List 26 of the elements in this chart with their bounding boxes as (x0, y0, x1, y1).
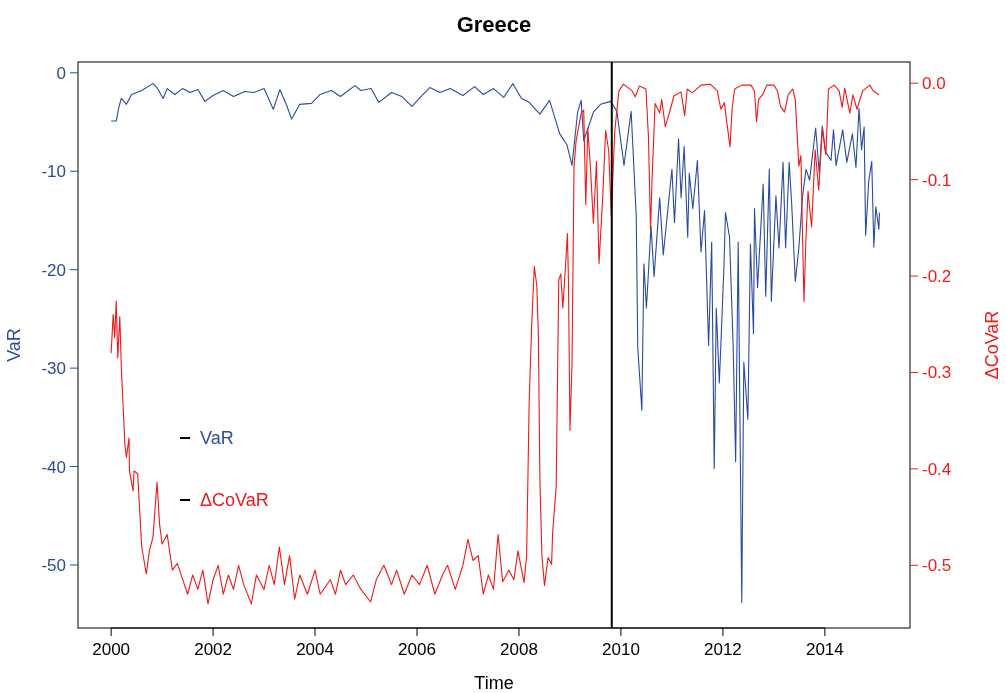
x-axis-title: Time (474, 673, 514, 693)
y-tick-label: -40 (41, 457, 66, 477)
x-tick-label: 2004 (296, 640, 334, 659)
x-tick-label: 2006 (398, 640, 436, 659)
chart-title: Greece (456, 12, 532, 37)
y2-tick-label: -0.2 (922, 267, 952, 287)
y-axis-title: VaR (4, 328, 24, 362)
y2-tick-label: -0.5 (922, 556, 952, 576)
y2-tick-label: 0.0 (922, 74, 946, 94)
y2-tick-label: -0.4 (922, 459, 952, 479)
x-tick-label: 2012 (703, 640, 742, 659)
x-tick-label: 2014 (805, 640, 844, 659)
y2-axis-title: ΔCoVaR (982, 310, 1002, 380)
y-tick-label: -50 (41, 555, 66, 575)
x-tick-label: 2010 (602, 640, 640, 659)
x-tick-label: 2008 (500, 640, 538, 659)
y-tick-label: -10 (41, 162, 66, 182)
y-tick-label: -20 (41, 260, 66, 280)
y2-tick-label: -0.1 (922, 170, 952, 190)
y2-tick-label: -0.3 (922, 363, 952, 383)
text: VaR (200, 428, 234, 449)
y-tick-label: 0 (56, 63, 66, 83)
x-tick-label: 2002 (194, 640, 233, 659)
y-tick-label: -30 (41, 359, 66, 379)
x-tick-label: 2000 (92, 640, 131, 659)
text: ΔCoVaR (200, 490, 269, 511)
